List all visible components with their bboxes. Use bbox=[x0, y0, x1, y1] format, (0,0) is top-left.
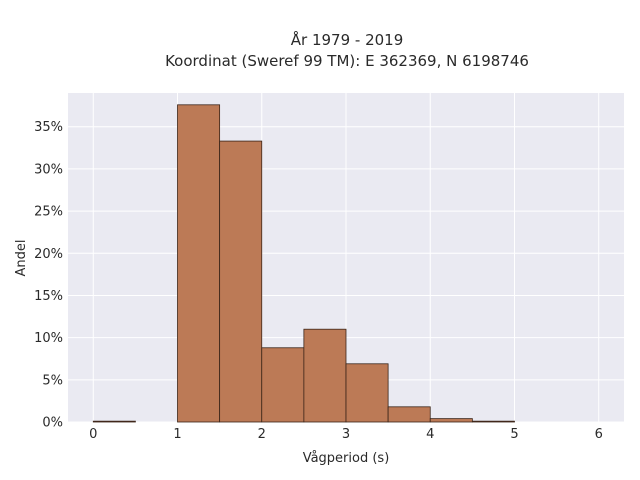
histogram-bar-4 bbox=[261, 347, 305, 423]
chart-title-line-1: År 1979 - 2019 bbox=[291, 30, 404, 49]
histogram-bar-7 bbox=[387, 406, 431, 423]
y-tick-label-2: 10% bbox=[34, 331, 63, 346]
x-tick-label-2: 2 bbox=[258, 427, 266, 442]
y-tick-label-5: 25% bbox=[34, 205, 63, 220]
y-axis-label: Andel bbox=[14, 240, 29, 277]
x-tick-label-1: 1 bbox=[173, 427, 181, 442]
bars-group bbox=[92, 104, 515, 423]
y-tick-label-6: 30% bbox=[34, 162, 63, 177]
histogram-bar-0 bbox=[92, 420, 136, 423]
x-tick-label-0: 0 bbox=[89, 427, 97, 442]
y-tick-label-7: 35% bbox=[34, 120, 63, 135]
histogram-bar-2 bbox=[177, 104, 221, 423]
y-tick-label-3: 15% bbox=[34, 289, 63, 304]
x-tick-label-4: 4 bbox=[426, 427, 434, 442]
histogram-bar-6 bbox=[345, 363, 389, 423]
x-tick-label-5: 5 bbox=[510, 427, 518, 442]
y-tick-label-4: 20% bbox=[34, 247, 63, 262]
x-tick-label-6: 6 bbox=[595, 427, 603, 442]
histogram-bar-9 bbox=[471, 420, 515, 423]
chart-title-line-2: Koordinat (Sweref 99 TM): E 362369, N 61… bbox=[165, 52, 529, 70]
histogram-bar-5 bbox=[303, 328, 347, 423]
histogram-bar-8 bbox=[429, 418, 473, 423]
y-tick-label-0: 0% bbox=[42, 416, 63, 431]
x-tick-label-3: 3 bbox=[342, 427, 350, 442]
x-axis-label: Vågperiod (s) bbox=[303, 451, 390, 466]
histogram-bar-3 bbox=[219, 140, 263, 423]
y-tick-label-1: 5% bbox=[42, 373, 63, 388]
x-tick-labels: 0 1 2 3 4 5 6 bbox=[89, 427, 603, 442]
y-tick-labels: 0% 5% 10% 15% 20% 25% 30% 35% bbox=[34, 120, 63, 430]
